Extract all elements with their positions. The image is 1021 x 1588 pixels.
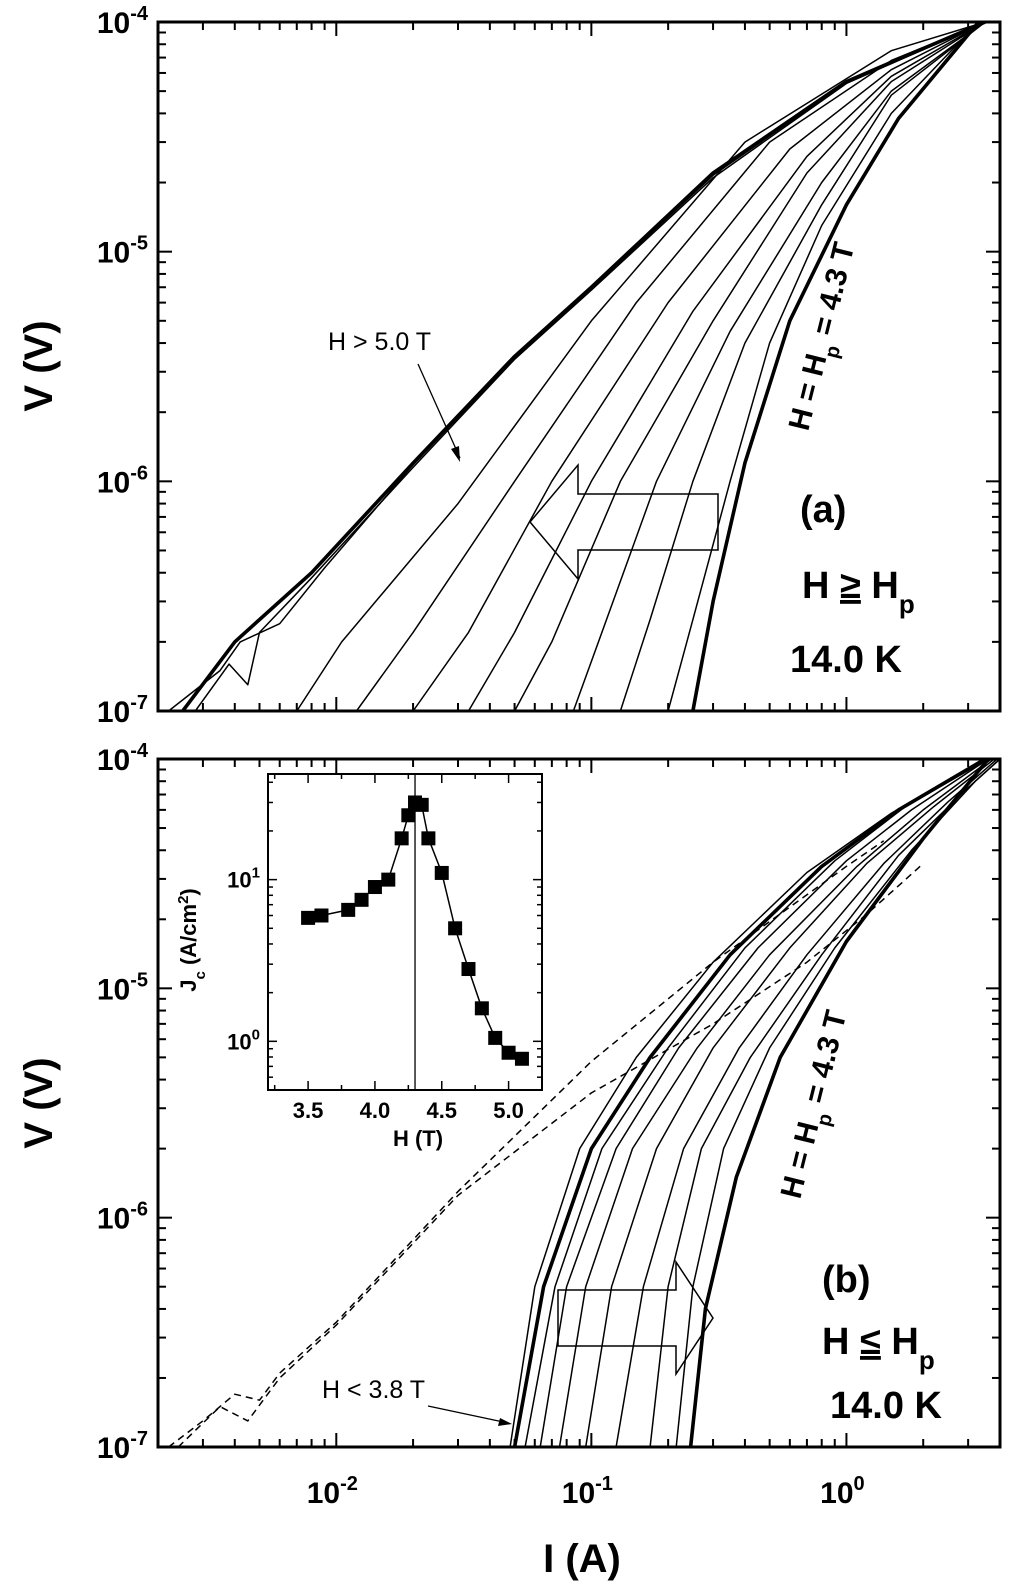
panel-b-frame — [156, 757, 1002, 1449]
panel-b: 10-7 10-6 10-5 10-4 10-2 10-1 100 V (V) I (A)… — [17, 740, 1002, 1581]
inset-data-point — [394, 831, 409, 846]
inset-x-tick-label: 3.5 — [293, 1098, 324, 1123]
inset-x-tick-label: 5.0 — [493, 1098, 524, 1123]
panel-a-condition: H ≥ Hp — [802, 565, 915, 619]
x-tick-label: 100 — [820, 1473, 865, 1510]
inset-x-tick-label: 4.0 — [360, 1098, 391, 1123]
inset-data-point — [461, 962, 476, 977]
panel-a-y-tick-label: 10-4 — [97, 3, 149, 40]
panel-a-series-2 — [667, 22, 980, 711]
inset-data-point — [414, 797, 429, 812]
inset-data-point — [421, 831, 436, 846]
panel-b-y-tick-label: 10-6 — [97, 1199, 148, 1236]
panel-b-label: (b) — [822, 1259, 871, 1301]
panel-b-condition: H ≤ Hp — [822, 1321, 935, 1375]
panel-a-y-tick-label: 10-5 — [97, 233, 148, 270]
inset-data-point — [354, 892, 369, 907]
inset-data-point — [367, 880, 382, 895]
panel-a-series-7 — [412, 22, 986, 711]
panel-b-y-tick-label: 10-7 — [97, 1428, 148, 1465]
panel-b-curves — [168, 759, 1000, 1447]
inset: 3.5 4.0 4.5 5.0 100 101 H (T) Jc (A/cm2) — [175, 773, 543, 1151]
panel-b-curve-label: H = Hp = 4.3 T — [775, 1007, 862, 1204]
panel-b-annotation-arrowhead — [498, 1418, 512, 1426]
inset-data-point — [301, 910, 316, 925]
panel-b-xtick-labels: 10-2 10-1 100 — [307, 1473, 865, 1510]
panel-b-ytick-labels: 10-7 10-6 10-5 10-4 — [97, 740, 149, 1465]
panel-a-y-tick-label: 10-7 — [97, 692, 148, 729]
panel-b-y-tick-label: 10-5 — [97, 969, 148, 1006]
panel-b-series-6 — [539, 759, 989, 1447]
inset-x-tick-label: 4.5 — [426, 1098, 457, 1123]
panel-a-label: (a) — [800, 489, 846, 531]
panel-b-series-3 — [509, 759, 986, 1447]
inset-y-tick-label: 100 — [227, 1026, 260, 1054]
inset-data-point — [401, 808, 416, 823]
inset-data-point — [448, 921, 463, 936]
panel-a-annotation: H > 5.0 T — [328, 328, 431, 356]
panel-b-series-5 — [524, 759, 989, 1447]
panel-a-series-4 — [572, 22, 986, 711]
panel-a-series-10 — [181, 22, 986, 711]
panel-b-temperature: 14.0 K — [830, 1385, 943, 1427]
inset-frame — [267, 773, 543, 1091]
panel-b-series-9 — [615, 759, 998, 1447]
panel-a-y-axis-title: V (V) — [17, 320, 61, 411]
panel-b-annotation: H < 3.8 T — [322, 1376, 425, 1404]
inset-data-point — [381, 872, 396, 887]
panel-b-series-11 — [675, 759, 1000, 1447]
panel-a: 10-7 10-6 10-5 10-4 V (V) (a) H ≥ Hp 14.0 K… — [17, 3, 1002, 729]
inset-data-point — [514, 1051, 529, 1066]
panel-b-direction-arrow — [557, 1259, 714, 1377]
panel-b-series-7 — [558, 759, 992, 1447]
panel-a-ytick-labels: 10-7 10-6 10-5 10-4 — [97, 3, 149, 729]
inset-data-point — [314, 908, 329, 923]
panel-a-series-1 — [691, 22, 981, 711]
inset-markers — [301, 795, 529, 1066]
panel-b-series-12 — [688, 759, 990, 1447]
panel-b-y-axis-title: V (V) — [17, 1057, 61, 1148]
panel-a-temperature: 14.0 K — [790, 639, 903, 681]
inset-y-axis-title: Jc (A/cm2) — [175, 888, 209, 992]
panel-a-series-3 — [619, 22, 986, 711]
inset-x-axis-title: H (T) — [393, 1126, 443, 1151]
panel-b-series-2 — [177, 863, 924, 1447]
inset-data-point — [488, 1030, 503, 1045]
panel-a-series-6 — [467, 22, 986, 711]
panel-b-series-8 — [584, 759, 995, 1447]
panel-a-ticks — [157, 22, 1001, 712]
panel-a-y-tick-label: 10-6 — [97, 462, 148, 499]
panel-b-series-4 — [512, 759, 987, 1447]
inset-data-point — [474, 1001, 489, 1016]
x-tick-label: 10-1 — [562, 1473, 613, 1510]
panel-a-series-5 — [513, 22, 986, 711]
x-axis-title: I (A) — [543, 1537, 621, 1581]
inset-ytick-labels: 100 101 — [227, 865, 260, 1055]
panel-b-y-tick-label: 10-4 — [97, 740, 149, 777]
panel-a-frame — [156, 20, 1002, 713]
inset-y-tick-label: 101 — [227, 865, 260, 893]
panel-a-series-12 — [168, 22, 986, 711]
panel-a-series-9 — [296, 22, 986, 711]
inset-data-point — [501, 1045, 516, 1060]
panel-a-series-11 — [194, 22, 986, 711]
panel-a-annotation-arrowhead — [451, 446, 460, 462]
panel-a-series-8 — [355, 22, 986, 711]
inset-data-point — [341, 902, 356, 917]
inset-data-point — [434, 865, 449, 880]
panel-a-direction-arrow — [529, 462, 719, 582]
panel-a-curve-label: H = Hp = 4.3 T — [783, 239, 870, 436]
x-tick-label: 10-2 — [307, 1473, 358, 1510]
panel-a-curves — [168, 22, 986, 711]
inset-xtick-labels: 3.5 4.0 4.5 5.0 — [293, 1098, 524, 1123]
panel-b-annotation-pointer — [427, 1405, 509, 1424]
panel-a-annotation-pointer — [417, 363, 461, 459]
